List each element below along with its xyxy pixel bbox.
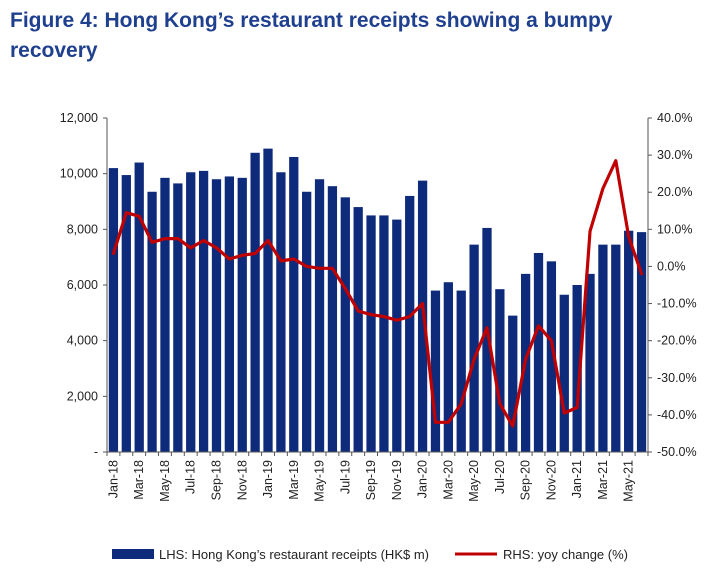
bar [108,168,119,452]
left-tick-label: 6,000 [67,278,98,292]
bar [405,195,415,452]
bar [585,273,595,452]
x-tick-label: May-20 [467,460,481,502]
bar [314,179,325,453]
x-axis-ticks: Jan-18 Mar-18 May-18 Jul-18 Sep-18 Nov-18 Jan-… [106,452,649,502]
bar [366,215,376,452]
legend: LHS: Hong Kong’s restaurant receipts (HK… [112,547,628,562]
left-tick-label: 8,000 [67,222,98,236]
bar [353,207,363,452]
x-tick-label: May-18 [158,460,172,502]
bar [598,244,608,452]
bar [546,261,557,452]
left-axis-ticks: - 2,000 4,000 6,000 8,000 10,000 12,000 [60,111,107,459]
bar [250,152,260,453]
chart-title: Figure 4: Hong Kong’s restaurant receipt… [10,9,613,62]
bar [430,290,441,452]
bar [276,172,286,452]
x-tick-label: May-19 [313,460,327,502]
right-tick-label: -20.0% [657,334,697,348]
x-tick-label: Sep-19 [364,460,378,500]
yoy-line [111,159,644,428]
legend-bar-label: LHS: Hong Kong’s restaurant receipts (HK… [159,547,429,562]
bar [495,289,505,452]
bar [263,148,273,452]
bar [456,290,466,452]
bar-series [108,148,647,453]
legend-bar-swatch [112,549,154,559]
bar [121,175,131,452]
right-tick-label: -30.0% [657,371,697,385]
bar [173,183,183,452]
bar [289,156,299,452]
right-tick-label: -50.0% [657,445,697,459]
x-tick-label: Jan-20 [416,460,430,498]
x-tick-label: Mar-18 [132,460,146,500]
bar [559,294,569,452]
bar [211,179,222,453]
bar [611,244,621,452]
bar [379,215,389,452]
right-tick-label: -10.0% [657,297,697,311]
x-tick-label: Nov-19 [390,460,404,500]
line-series [111,159,644,428]
bar [624,230,634,452]
right-tick-label: 0.0% [657,259,686,273]
bar [508,315,518,452]
x-tick-label: Jan-18 [106,460,120,498]
x-tick-label: Nov-18 [235,460,249,500]
right-axis-ticks: -50.0% -40.0% -30.0% -20.0% -10.0% 0.0% 10.0% 2… [648,111,697,459]
x-tick-label: Jul-18 [184,460,198,494]
x-tick-label: Mar-19 [287,460,301,500]
x-tick-label: Sep-18 [209,460,223,500]
bar [186,172,196,452]
x-tick-label: Mar-20 [441,460,455,500]
right-tick-label: 20.0% [657,185,692,199]
bar [572,285,582,452]
x-tick-label: Mar-21 [596,460,610,500]
x-tick-label: Jul-19 [338,460,352,494]
x-tick-label: May-21 [622,460,636,502]
bar [327,186,338,452]
x-tick-label: Jan-21 [570,460,584,498]
bar [237,177,247,452]
bar [147,191,157,452]
bar [636,232,647,452]
right-tick-label: 30.0% [657,148,692,162]
legend-line-label: RHS: yoy change (%) [503,547,628,562]
bar [134,162,144,452]
left-tick-label: 12,000 [60,111,98,125]
bar [160,177,170,452]
left-tick-label: 4,000 [67,334,98,348]
bar [392,219,402,452]
bar [469,244,479,452]
right-tick-label: -40.0% [657,408,697,422]
bar [443,282,453,452]
bar [302,191,312,452]
bar [340,197,350,452]
x-tick-label: Jul-20 [493,460,507,494]
bar [533,252,544,452]
x-tick-label: Jan-19 [261,460,275,498]
right-tick-label: 40.0% [657,111,692,125]
left-tick-label: 10,000 [60,167,98,181]
x-tick-label: Sep-20 [519,460,533,500]
bar [198,170,209,452]
x-tick-label: Nov-20 [544,460,558,500]
right-tick-label: 10.0% [657,222,692,236]
left-tick-label: - [94,445,98,459]
bar [482,227,492,452]
bar [224,176,234,452]
left-tick-label: 2,000 [67,389,98,403]
